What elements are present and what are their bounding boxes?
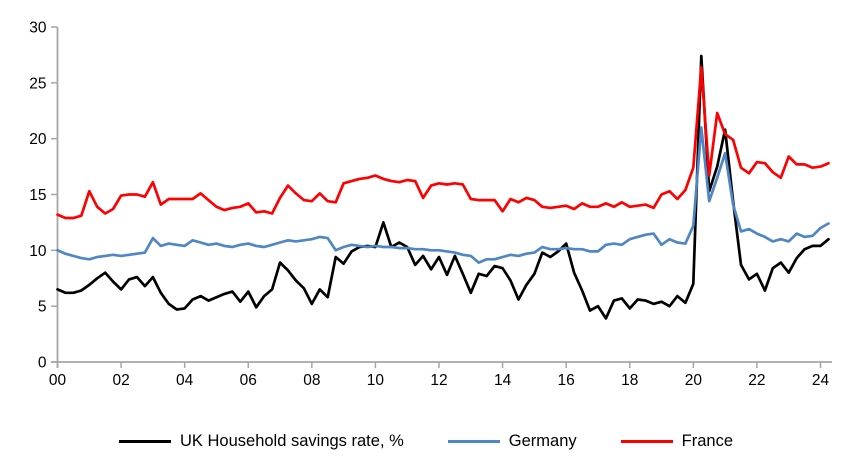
x-tick-label: 16 [558, 372, 575, 389]
y-tick-label: 30 [29, 20, 47, 37]
x-tick-label: 20 [685, 372, 703, 389]
x-tick-label: 00 [49, 372, 67, 389]
x-tick-label: 24 [812, 372, 830, 389]
y-tick-label: 10 [29, 243, 47, 260]
y-tick-label: 0 [38, 355, 47, 372]
chart-legend: UK Household savings rate, % Germany Fra… [0, 424, 852, 458]
x-tick-label: 14 [494, 372, 512, 389]
x-tick-label: 04 [176, 372, 194, 389]
legend-item-uk: UK Household savings rate, % [119, 433, 404, 450]
uk-line-swatch-icon [119, 439, 171, 443]
legend-label-uk: UK Household savings rate, % [180, 431, 404, 450]
y-tick-label: 5 [38, 299, 47, 316]
y-tick-label: 25 [29, 75, 46, 92]
legend-item-france: France [620, 431, 733, 450]
germany-line-swatch-icon [447, 439, 500, 443]
y-tick-label: 20 [29, 131, 47, 148]
y-tick-label: 15 [29, 187, 46, 204]
x-tick-label: 02 [112, 372, 129, 389]
legend-item-germany: Germany [447, 431, 577, 450]
x-tick-label: 06 [240, 372, 257, 389]
france-line-swatch-icon [620, 439, 673, 443]
legend-label-germany: Germany [508, 431, 577, 450]
series-line-germany [56, 126, 830, 264]
x-tick-label: 18 [621, 372, 638, 389]
legend-label-france: France [681, 431, 733, 450]
x-tick-label: 08 [303, 372, 320, 389]
x-tick-label: 12 [430, 372, 447, 389]
x-tick-label: 10 [367, 372, 385, 389]
x-tick-label: 22 [748, 372, 765, 389]
series-line-france [56, 65, 830, 220]
